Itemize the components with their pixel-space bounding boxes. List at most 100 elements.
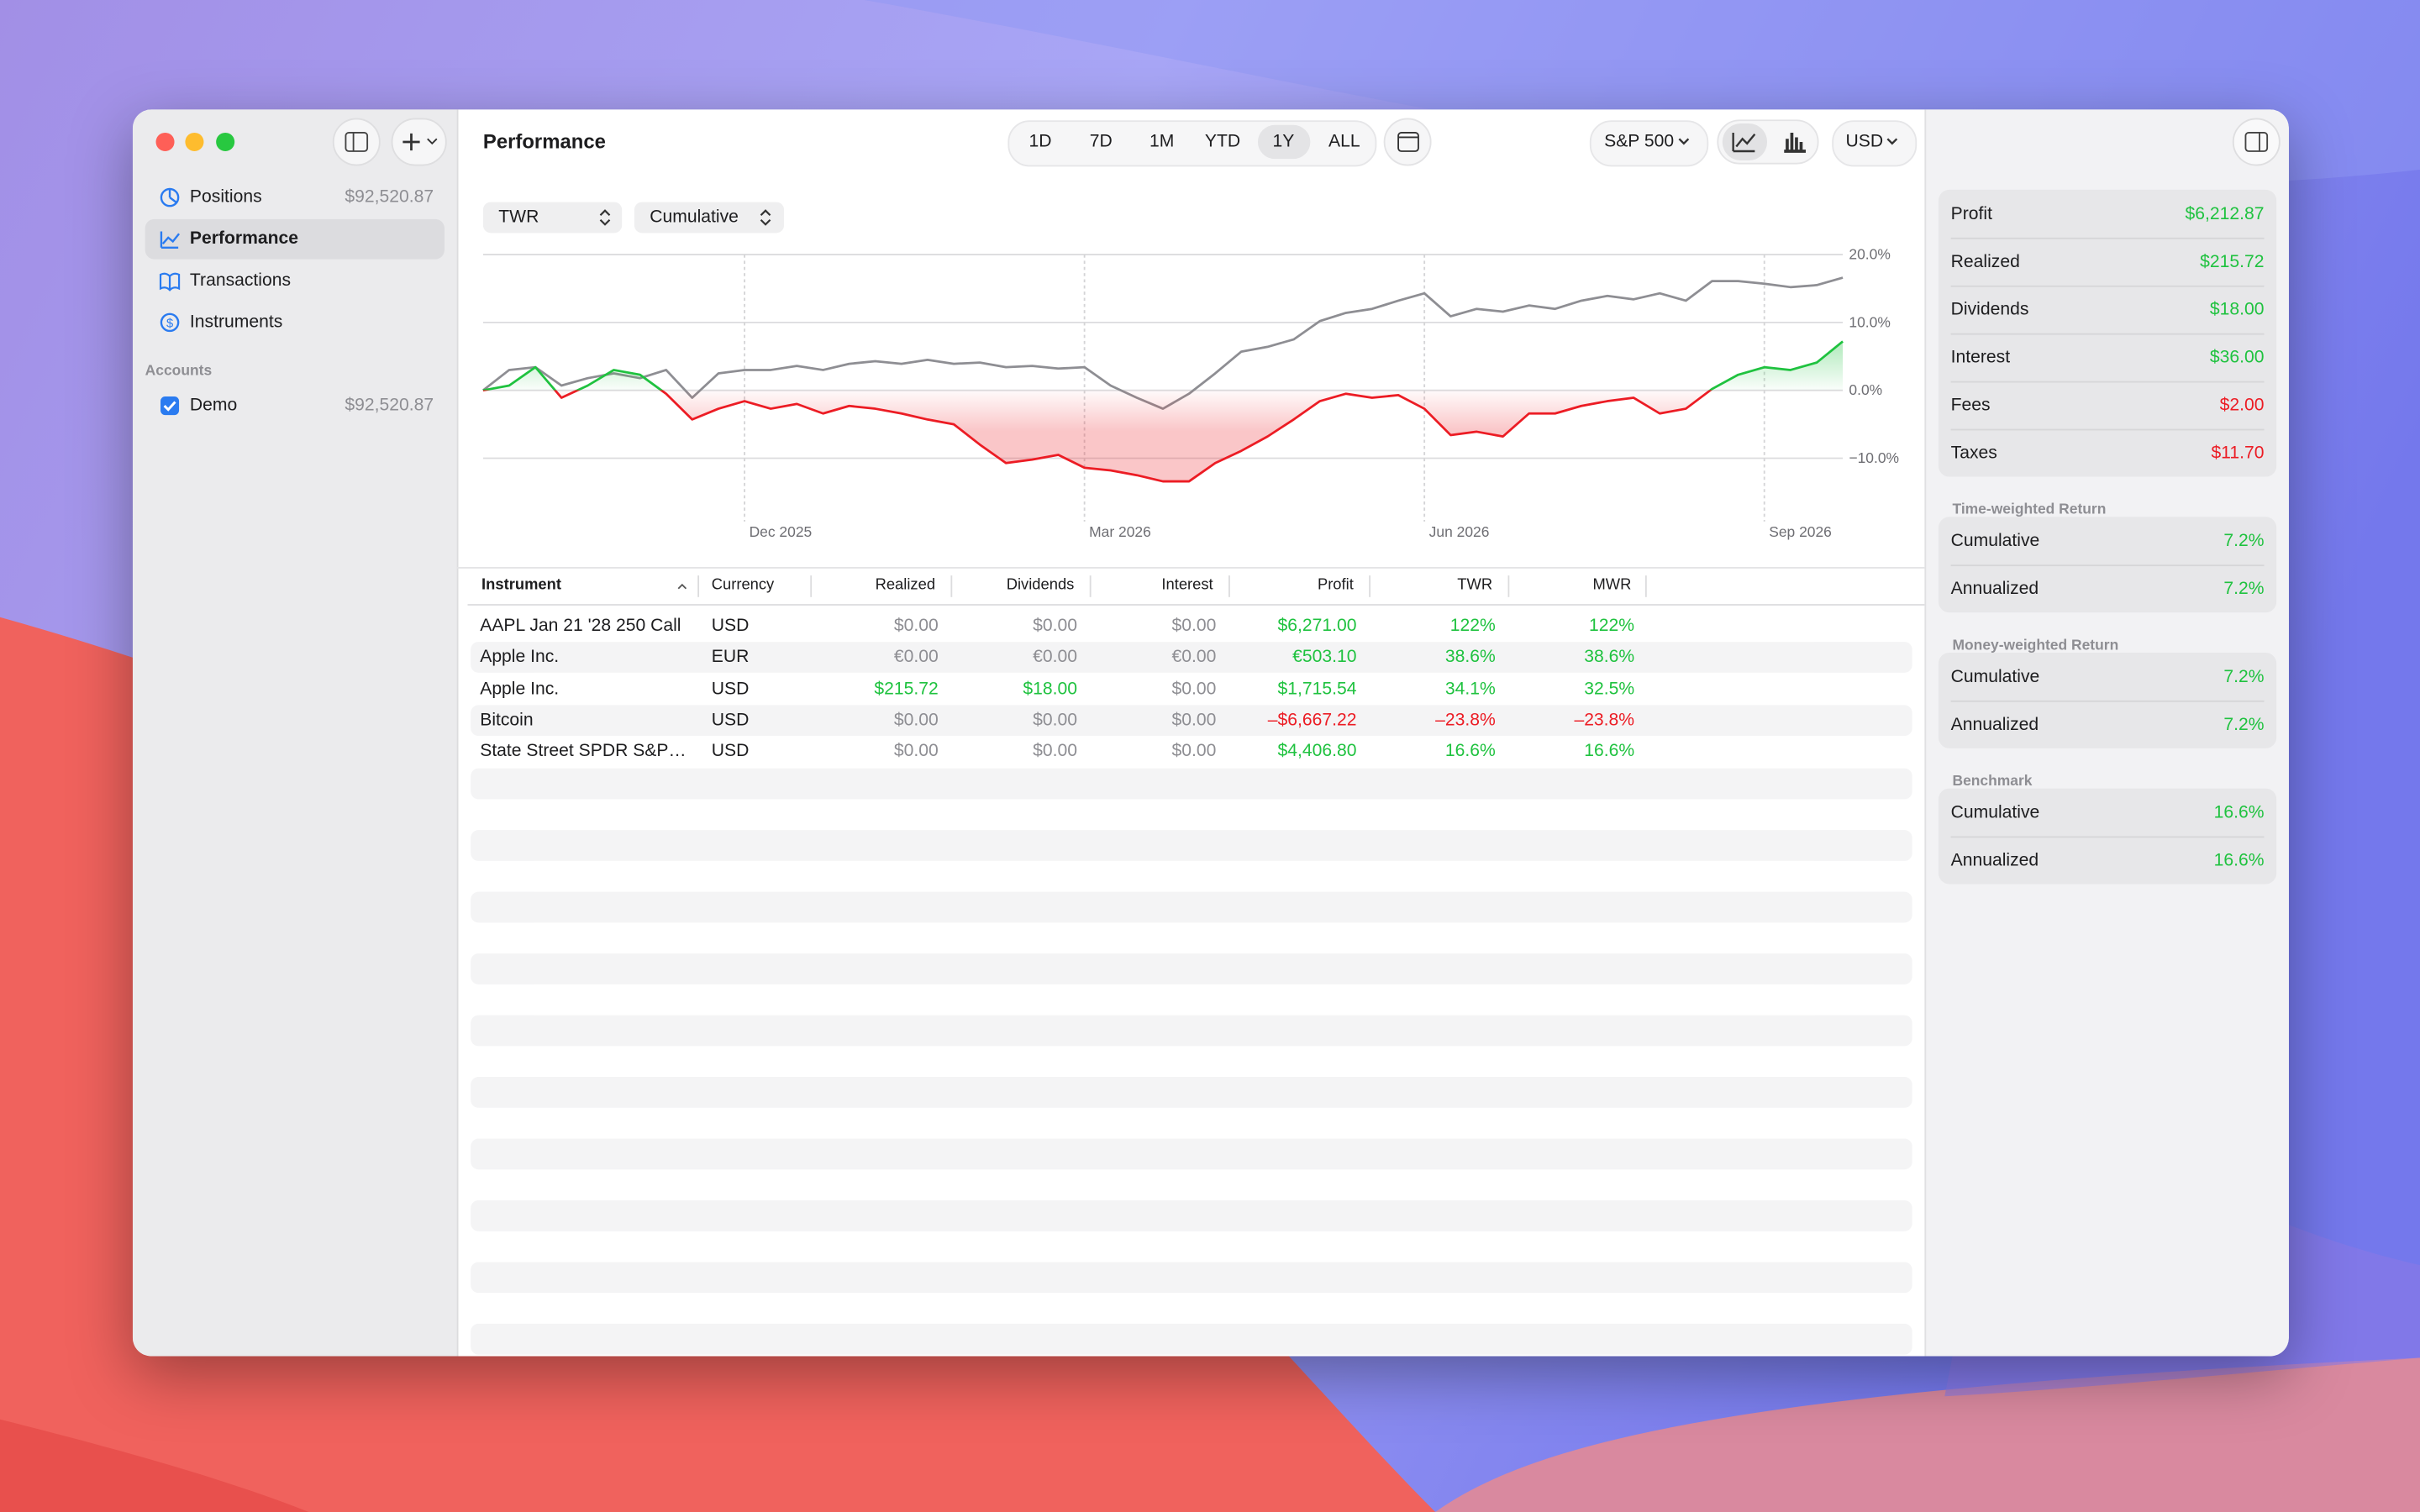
summary-value: $36.00 bbox=[2209, 348, 2265, 367]
benchmark-label: S&P 500 bbox=[1604, 132, 1675, 152]
empty-row-stripe bbox=[471, 1077, 1912, 1108]
table-cell: $215.72 bbox=[874, 680, 939, 699]
page-title: Performance bbox=[482, 129, 606, 153]
svg-text:$: $ bbox=[166, 317, 173, 330]
table-cell: $0.00 bbox=[893, 711, 939, 730]
summary-label: Annualized bbox=[1950, 850, 2039, 870]
group-heading: Time-weighted Return bbox=[1952, 501, 2107, 519]
summary-value: $18.00 bbox=[2209, 300, 2265, 319]
column-header[interactable]: MWR bbox=[1592, 576, 1632, 595]
column-separator bbox=[1089, 575, 1092, 597]
summary-label: Dividends bbox=[1950, 300, 2029, 319]
card-separator bbox=[1950, 333, 2265, 335]
range-option[interactable]: ALL bbox=[1328, 132, 1360, 152]
add-button[interactable] bbox=[391, 118, 447, 166]
close-button[interactable] bbox=[155, 132, 175, 152]
range-control bbox=[1007, 120, 1377, 167]
chevron bbox=[1678, 138, 1690, 145]
empty-row-stripe bbox=[471, 768, 1912, 800]
column-header[interactable]: Dividends bbox=[1006, 576, 1075, 595]
range-option[interactable]: 7D bbox=[1089, 132, 1113, 152]
sort-indicator[interactable] bbox=[671, 575, 693, 597]
table-cell: $0.00 bbox=[1171, 617, 1217, 636]
nav-item[interactable]: Positions bbox=[189, 188, 262, 207]
table-cell: USD bbox=[711, 680, 750, 699]
account-value: $92,520.87 bbox=[345, 396, 434, 416]
zoom-button[interactable] bbox=[216, 132, 235, 152]
range-option[interactable]: YTD bbox=[1204, 132, 1241, 152]
column-header[interactable]: Currency bbox=[711, 576, 775, 595]
nav-item[interactable]: Instruments bbox=[189, 312, 283, 332]
metric-popup[interactable] bbox=[482, 202, 623, 234]
card-separator bbox=[1950, 428, 2265, 431]
range-option[interactable]: 1M bbox=[1149, 132, 1175, 152]
table-cell: $4,406.80 bbox=[1277, 742, 1357, 761]
empty-row-stripe bbox=[471, 1262, 1912, 1294]
currency-label: USD bbox=[1845, 132, 1884, 152]
nav-icon bbox=[159, 272, 181, 291]
nav-icon bbox=[160, 187, 180, 207]
column-separator bbox=[810, 575, 813, 597]
area bbox=[482, 341, 1844, 482]
sidebar bbox=[132, 109, 459, 1357]
table-cell: EUR bbox=[711, 648, 750, 668]
summary-label: Cumulative bbox=[1950, 667, 2040, 686]
performance-chart: 20.0% 10.0% 0.0% −10.0% Dec 2025 Mar 2026 Jun … bbox=[482, 246, 1899, 540]
summary-label: Cumulative bbox=[1950, 803, 2040, 822]
column-header[interactable]: Realized bbox=[875, 576, 936, 595]
table-row-stripe[interactable] bbox=[471, 642, 1912, 674]
table-cell: 38.6% bbox=[1584, 648, 1635, 668]
popup-arrows bbox=[760, 209, 771, 226]
column-separator bbox=[1507, 575, 1510, 597]
minimize-button[interactable] bbox=[185, 132, 204, 152]
table-row-stripe[interactable] bbox=[471, 705, 1912, 736]
column-header[interactable]: TWR bbox=[1457, 576, 1493, 595]
calendar-button[interactable] bbox=[1383, 118, 1432, 166]
group-heading: Benchmark bbox=[1952, 773, 2033, 790]
card-separator bbox=[1950, 381, 2265, 383]
y-tick-label: 20.0% bbox=[1849, 246, 1890, 263]
inspector-toggle[interactable] bbox=[2232, 118, 2281, 166]
table-cell: AAPL Jan 21 '28 250 Call bbox=[480, 617, 681, 636]
table-cell: $0.00 bbox=[1033, 742, 1078, 761]
metric-label: TWR bbox=[498, 207, 539, 228]
table-cell: $0.00 bbox=[893, 617, 939, 636]
summary-label: Realized bbox=[1950, 252, 2020, 271]
table-cell: –23.8% bbox=[1435, 711, 1496, 730]
table-cell: Apple Inc. bbox=[480, 680, 560, 699]
line bbox=[482, 276, 1844, 410]
column-header[interactable]: Profit bbox=[1317, 576, 1354, 595]
empty-row-stripe bbox=[471, 953, 1912, 984]
empty-row-stripe bbox=[471, 1200, 1912, 1231]
checkbox[interactable] bbox=[159, 395, 181, 417]
column-header[interactable]: Interest bbox=[1161, 576, 1213, 595]
nav-item[interactable]: Transactions bbox=[189, 271, 292, 291]
table-cell: –23.8% bbox=[1574, 711, 1635, 730]
benchmark-button[interactable] bbox=[1589, 120, 1709, 167]
column-header[interactable]: Instrument bbox=[481, 576, 561, 595]
popup-arrows bbox=[599, 209, 611, 226]
section-heading: Accounts bbox=[145, 362, 213, 380]
selected-row bbox=[145, 218, 445, 260]
table-cell: $0.00 bbox=[893, 742, 939, 761]
summary-value: 7.2% bbox=[2223, 579, 2265, 598]
x-tick-label: Sep 2026 bbox=[1769, 523, 1832, 540]
table-cell: –$6,667.22 bbox=[1267, 711, 1357, 730]
table-cell: 38.6% bbox=[1444, 648, 1496, 668]
column-separator bbox=[1228, 575, 1230, 597]
summary-value: $11.70 bbox=[2211, 444, 2265, 463]
summary-value: 7.2% bbox=[2223, 715, 2265, 734]
table-cell: 16.6% bbox=[1584, 742, 1635, 761]
summary-label: Cumulative bbox=[1950, 531, 2040, 550]
sidebar-toggle[interactable] bbox=[332, 118, 381, 166]
chart-style-control[interactable] bbox=[1717, 119, 1819, 165]
table-cell: State Street SPDR S&P… bbox=[480, 742, 687, 761]
nav-item[interactable]: Performance bbox=[189, 229, 299, 249]
mode-popup[interactable] bbox=[634, 202, 785, 234]
range-option[interactable]: 1D bbox=[1028, 132, 1052, 152]
nav-icon: $ bbox=[160, 312, 180, 333]
range-option[interactable]: 1Y bbox=[1272, 132, 1295, 152]
currency-button[interactable] bbox=[1832, 120, 1918, 167]
account-name[interactable]: Demo bbox=[189, 396, 238, 416]
